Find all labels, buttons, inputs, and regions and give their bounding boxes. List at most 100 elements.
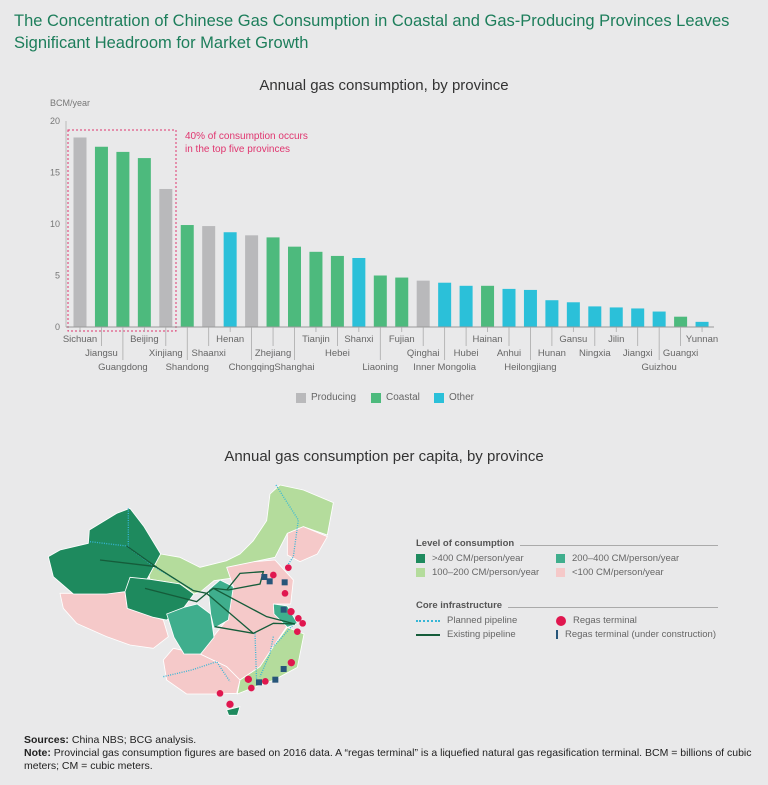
china-map xyxy=(47,484,334,716)
x-tick-label: Henan xyxy=(216,334,244,345)
region-jiangsu xyxy=(272,603,298,628)
x-tick-label: Inner Mongolia xyxy=(413,362,477,373)
region-shaanxi-chongqing xyxy=(207,579,234,629)
note-text: Provincial gas consumption figures are b… xyxy=(24,747,752,772)
bar-inner-mongolia xyxy=(438,282,452,327)
region-southeast-coast xyxy=(236,626,305,695)
legend-label: <100 CM/person/year xyxy=(572,567,664,578)
x-tick-label: Jiangxi xyxy=(623,348,653,359)
bar-chart: BCM/year 0 5 10 15 20 40% of consumption occ… xyxy=(50,98,718,373)
legend-existing-pipeline: Existing pipeline xyxy=(416,629,556,640)
bar-jiangsu xyxy=(94,146,108,327)
x-tick-label: Shaanxi xyxy=(192,348,226,359)
legend-producing: Producing xyxy=(296,392,356,403)
sources-label: Sources: xyxy=(24,734,69,746)
sources-text: China NBS; BCG analysis. xyxy=(68,734,197,746)
legend-level-100-200: 100–200 CM/person/year xyxy=(416,567,556,578)
bar-jilin xyxy=(609,307,623,327)
bar-shanxi xyxy=(352,257,366,327)
legend-level-under-100: <100 CM/person/year xyxy=(556,567,716,578)
bar-shanghai xyxy=(288,246,301,327)
x-tick-label: Shanxi xyxy=(344,334,373,345)
x-tick-label: Shandong xyxy=(166,362,209,373)
legend-other: Other xyxy=(434,392,474,403)
legend-label: 100–200 CM/person/year xyxy=(432,567,540,578)
top-five-highlight-box xyxy=(67,129,177,332)
circle-icon xyxy=(556,615,566,626)
region-northeast-pink xyxy=(286,526,328,563)
y-tick-label: 5 xyxy=(55,271,60,281)
y-tick-label: 10 xyxy=(50,219,60,229)
dotted-line-icon xyxy=(416,619,440,622)
legend-label: Producing xyxy=(311,392,357,403)
region-xinjiang xyxy=(47,507,162,595)
regas-terminals-under-construction xyxy=(256,574,288,686)
heading-text: Level of consumption xyxy=(416,538,515,549)
x-tick-label: Xinjiang xyxy=(149,348,183,359)
note-label: Note: xyxy=(24,747,51,759)
bar-liaoning xyxy=(373,275,387,327)
x-tick-label: Sichuan xyxy=(63,334,97,345)
producing-swatch xyxy=(296,392,306,403)
y-tick-label: 15 xyxy=(50,168,60,178)
x-tick-label: Beijing xyxy=(130,334,159,345)
legend-regas-under-construction: Regas terminal (under construction) xyxy=(556,629,716,640)
regas-terminals xyxy=(216,564,306,708)
annotation-line-1: 40% of consumption occurs xyxy=(185,131,308,142)
bar-xinjiang xyxy=(159,188,173,327)
legend-label: Regas terminal (under construction) xyxy=(564,629,716,640)
infrastructure-legend-heading: Core infrastructure xyxy=(416,600,718,611)
region-qinghai xyxy=(124,576,195,621)
x-tick-label: Yunnan xyxy=(686,334,718,345)
legend-label: Regas terminal xyxy=(573,615,637,626)
bar-fujian xyxy=(395,277,409,327)
legend-label: Existing pipeline xyxy=(447,629,516,640)
legend-label: Planned pipeline xyxy=(447,615,518,626)
bar-heilongjiang xyxy=(523,289,537,327)
x-tick-label: Fujian xyxy=(389,334,415,345)
heading-text: Core infrastructure xyxy=(416,600,503,611)
bar-tianjin xyxy=(309,251,323,327)
legend-label: Coastal xyxy=(386,392,420,403)
legend-regas-terminal: Regas terminal xyxy=(556,615,716,626)
page-title: The Concentration of Chinese Gas Consump… xyxy=(14,12,730,52)
y-axis-label: BCM/year xyxy=(50,98,90,108)
bar-sichuan xyxy=(73,137,87,327)
legend-level-over-400: >400 CM/person/year xyxy=(416,553,556,564)
bar-guizhou xyxy=(652,311,666,327)
x-tick-label: Chongqing xyxy=(229,362,275,373)
x-tick-label: Guangdong xyxy=(98,362,148,373)
y-tick-label: 20 xyxy=(50,116,60,126)
x-tick-label: Jiangsu xyxy=(85,348,118,359)
x-tick-label: Ningxia xyxy=(579,348,611,359)
bar-hubei xyxy=(459,285,473,327)
footer: Sources: China NBS; BCG analysis. Note: … xyxy=(24,734,754,773)
bar-shandong xyxy=(180,225,194,327)
legend-planned-pipeline: Planned pipeline xyxy=(416,615,556,626)
x-tick-label: Anhui xyxy=(497,348,521,359)
coastal-swatch xyxy=(371,392,381,403)
bar-hebei xyxy=(330,255,344,327)
bar-guangxi xyxy=(674,316,688,327)
existing-pipelines xyxy=(99,545,296,635)
x-tick-label: Guizhou xyxy=(641,362,676,373)
map-title: Annual gas consumption per capita, by pr… xyxy=(224,448,544,465)
bar-yunnan xyxy=(695,321,709,327)
other-swatch xyxy=(434,392,444,403)
x-tick-label: Hainan xyxy=(472,334,502,345)
map-legend: Level of consumption >400 CM/person/year… xyxy=(416,538,718,640)
bar-gansu xyxy=(566,302,580,327)
x-tick-label: Guangxi xyxy=(663,348,698,359)
bar-hunan xyxy=(545,300,559,327)
x-tick-label: Shanghai xyxy=(274,362,314,373)
bar-chongqing xyxy=(245,235,259,327)
annotation-line-2: in the top five provinces xyxy=(185,144,290,155)
bar-jiangxi xyxy=(631,308,645,327)
consumption-legend-heading: Level of consumption xyxy=(416,538,718,549)
x-tick-label: Tianjin xyxy=(302,334,330,345)
y-tick-label: 0 xyxy=(55,322,60,332)
x-tick-label: Qinghai xyxy=(407,348,440,359)
bar-chart-title: Annual gas consumption, by province xyxy=(259,77,509,94)
bar-beijing xyxy=(137,158,151,327)
x-tick-label: Hebei xyxy=(325,348,350,359)
